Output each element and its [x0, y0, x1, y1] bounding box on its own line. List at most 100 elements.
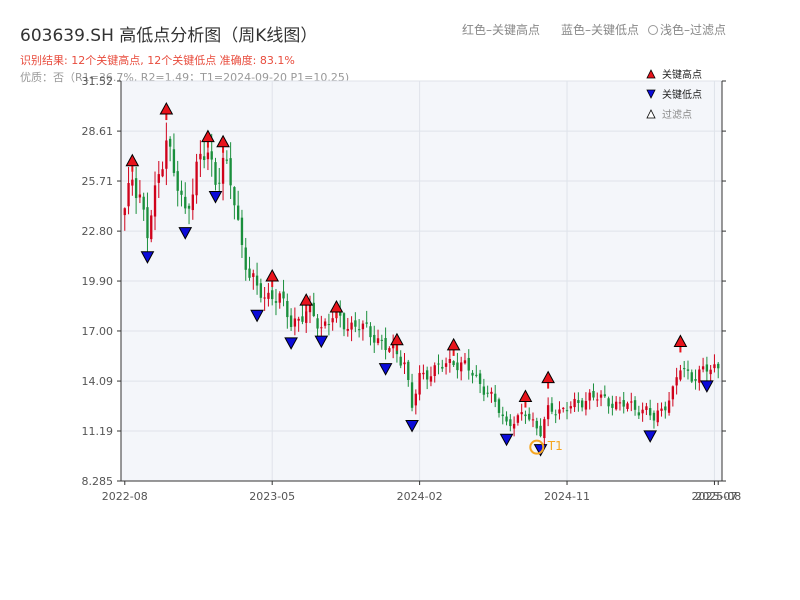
candlestick	[142, 192, 145, 221]
candlestick	[380, 334, 383, 350]
candle-body	[475, 374, 478, 376]
candle-body	[679, 370, 682, 380]
candlestick	[134, 166, 138, 214]
candlestick	[490, 387, 493, 403]
candlestick	[187, 203, 191, 225]
candlestick	[656, 402, 659, 427]
candle-body	[214, 162, 217, 185]
candlestick	[592, 383, 595, 401]
candlestick	[607, 396, 610, 414]
candle-body	[520, 412, 523, 415]
candle-body	[418, 372, 421, 395]
candlestick	[478, 369, 482, 394]
candlestick	[580, 397, 584, 412]
candle-body	[218, 182, 221, 184]
candle-body	[369, 326, 372, 338]
candlestick	[274, 288, 278, 316]
candlestick	[244, 237, 247, 281]
candle-body	[403, 362, 406, 365]
candlestick	[252, 269, 255, 290]
candlestick	[709, 364, 712, 381]
candle-body	[509, 419, 512, 427]
markers-layer: T1	[125, 102, 714, 457]
candlestick	[475, 365, 478, 378]
candlestick	[675, 367, 678, 395]
x-tick-label: 2024-02	[397, 490, 443, 503]
candle-body	[599, 394, 603, 398]
candlestick	[286, 293, 289, 329]
candlestick	[456, 352, 459, 379]
candlestick	[399, 350, 402, 369]
candlestick	[388, 346, 391, 353]
candle-body	[206, 152, 210, 160]
candle-body	[146, 207, 149, 239]
candle-body	[161, 169, 164, 177]
candlestick	[618, 396, 622, 411]
candle-body	[683, 368, 686, 370]
candlestick	[282, 279, 285, 307]
y-tick-label: 19.90	[82, 275, 114, 288]
candlestick	[497, 397, 501, 418]
candle-body	[316, 318, 319, 329]
candle-body	[278, 293, 281, 303]
candlestick	[558, 401, 561, 420]
candlestick	[637, 405, 641, 419]
candlestick	[717, 362, 720, 379]
candlestick	[425, 366, 429, 390]
candle-body	[667, 400, 671, 413]
candlestick	[346, 317, 349, 337]
candle-body	[210, 151, 213, 160]
candlestick	[184, 182, 187, 214]
candlestick	[448, 349, 452, 373]
key-high-marker	[446, 337, 461, 351]
candlestick	[369, 322, 372, 346]
legend-low: 关键低点	[646, 86, 702, 101]
candlestick	[316, 314, 319, 339]
candlestick	[202, 141, 206, 169]
key-high-marker	[390, 332, 404, 346]
candle-body	[471, 372, 474, 376]
candle-body	[365, 322, 368, 324]
candlestick	[698, 365, 701, 391]
candle-body	[407, 361, 410, 380]
candle-body	[713, 364, 716, 369]
candlestick	[622, 391, 625, 414]
candle-body	[524, 414, 527, 417]
candle-body	[150, 215, 153, 240]
candle-body	[698, 369, 701, 383]
candlestick	[361, 320, 365, 341]
candlestick	[641, 402, 644, 422]
candle-body	[263, 297, 266, 299]
candlestick	[350, 316, 353, 342]
candle-body	[410, 382, 414, 408]
candle-body	[233, 187, 236, 206]
key-low-marker	[284, 337, 298, 350]
key-high-marker	[125, 153, 140, 167]
candlestick	[418, 365, 421, 401]
key-low-marker	[499, 433, 514, 447]
legend-text-red: 红色–关键高点	[462, 23, 541, 37]
candlestick	[233, 186, 236, 220]
x-tick-label: 2024-11	[544, 490, 590, 503]
candlestick	[452, 360, 455, 367]
candle-body	[501, 414, 504, 417]
key-low-marker	[314, 335, 329, 349]
candle-body	[478, 373, 482, 384]
candlestick	[652, 410, 656, 429]
candlestick	[373, 325, 376, 353]
candlestick	[437, 354, 440, 375]
candle-body	[142, 196, 145, 210]
candle-body	[157, 174, 160, 183]
t1-circle-marker	[529, 439, 545, 455]
candlestick	[263, 286, 266, 311]
candle-body	[562, 407, 565, 409]
candlestick	[554, 409, 557, 424]
candlestick	[694, 369, 697, 390]
candlestick	[705, 356, 709, 382]
key-high-marker	[518, 389, 533, 403]
candlestick	[339, 300, 342, 328]
candle-body	[312, 302, 315, 317]
candlestick	[667, 391, 671, 416]
chart-title: 603639.SH 高低点分析图（周K线图）	[20, 26, 318, 46]
candlestick	[539, 418, 542, 438]
